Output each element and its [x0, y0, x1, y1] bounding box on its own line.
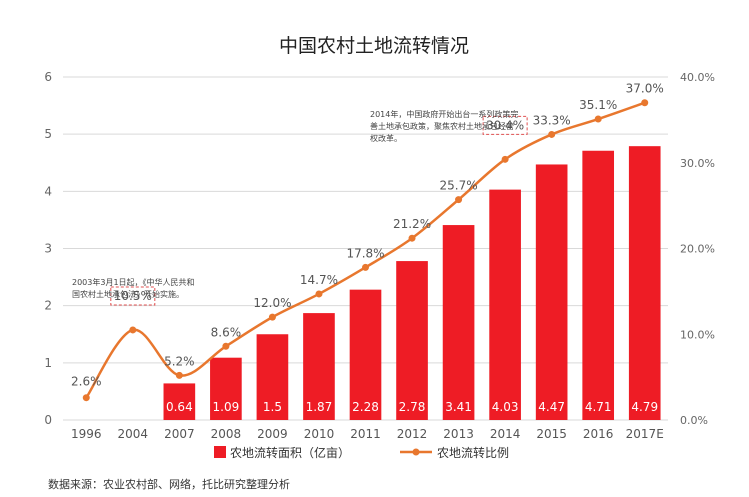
- highlight-box: [482, 115, 528, 135]
- line-value-label: 33.3%: [533, 113, 571, 127]
- line-point: [594, 115, 602, 123]
- bar-value-label: 4.03: [492, 400, 519, 414]
- source-note: 数据来源：农业农村部、网络，托比研究整理分析: [48, 478, 290, 491]
- line-value-label: 5.2%: [164, 354, 195, 368]
- x-tick-label: 2014: [490, 427, 521, 441]
- line-point: [501, 155, 509, 163]
- x-tick-label: 2013: [443, 427, 474, 441]
- legend: 农地流转面积（亿亩） 农地流转比例: [214, 445, 509, 460]
- line-value-label: 14.7%: [300, 273, 338, 287]
- right-tick-label: 0.0%: [680, 414, 708, 427]
- right-tick-label: 40.0%: [680, 71, 715, 84]
- bar-value-label: 4.47: [538, 400, 565, 414]
- line-value-label: 30.4%: [486, 118, 524, 132]
- line-point: [362, 263, 369, 271]
- bar: [349, 289, 382, 420]
- left-tick-label: 5: [44, 127, 52, 141]
- line-value-label: 8.6%: [211, 325, 242, 339]
- x-tick-label: 2016: [583, 427, 614, 441]
- line-value-label: 25.7%: [440, 179, 478, 193]
- line-value-label: 37.0%: [626, 82, 664, 96]
- right-tick-label: 10.0%: [680, 328, 715, 341]
- bar: [396, 261, 428, 420]
- legend-line-marker: [412, 448, 420, 456]
- x-tick-label: 1996: [71, 427, 102, 441]
- line-value-label: 12.0%: [253, 296, 291, 310]
- line-point: [129, 326, 137, 334]
- bar: [163, 383, 196, 420]
- x-axis: 1996 2004 2007 2008 2009 2010 2011 2012 2013 2014…: [71, 427, 664, 441]
- bar-value-label: 1.87: [306, 400, 333, 414]
- left-axis: 0 1 2 3 4 5 6: [44, 70, 52, 427]
- left-tick-label: 2: [44, 299, 52, 313]
- bar: [256, 334, 289, 420]
- x-tick-label: 2007: [164, 427, 195, 441]
- left-tick-label: 0: [44, 413, 52, 427]
- bar-series: [163, 146, 661, 420]
- bar-value-label: 4.79: [631, 400, 658, 414]
- legend-line-label: 农地流转比例: [437, 445, 509, 460]
- bar: [535, 164, 568, 420]
- bar-value-label: 2.78: [399, 400, 426, 414]
- bar-value-label: 1.5: [263, 400, 282, 414]
- line-labels: 2.6% 10.5% 5.2% 8.6% 12.0% 14.7% 17.8% 21.2% 25.…: [71, 82, 664, 389]
- line-point: [315, 290, 323, 298]
- bar-value-label: 1.09: [213, 400, 240, 414]
- bar: [303, 313, 335, 420]
- bar-labels: 0.64 1.09 1.5 1.87 2.28 2.78 3.41 4.03 4.47 4.71 4…: [166, 400, 658, 414]
- left-tick-label: 1: [44, 356, 52, 370]
- legend-bar-label: 农地流转面积（亿亩）: [230, 445, 350, 460]
- x-tick-label: 2008: [211, 427, 242, 441]
- line-value-label: 17.8%: [346, 246, 384, 260]
- bar: [628, 146, 661, 420]
- line-point: [222, 342, 230, 350]
- line-value-label: 21.2%: [393, 217, 431, 231]
- line-value-label: 35.1%: [579, 98, 617, 112]
- annotation-text: 2014年，中国政府开始出台一系列政策完善土地承包政策，聚焦农村土地承包经营权改…: [370, 109, 518, 143]
- line-point: [548, 130, 556, 138]
- x-tick-label: 2017E: [626, 427, 664, 441]
- x-tick-label: 2012: [397, 427, 428, 441]
- bar: [582, 150, 615, 420]
- x-tick-label: 2010: [304, 427, 335, 441]
- left-tick-label: 3: [44, 242, 52, 256]
- bar: [442, 225, 475, 420]
- line-value-label: 10.5%: [114, 289, 152, 303]
- line-series: [82, 99, 649, 402]
- line-point: [175, 371, 183, 379]
- bar-value-label: 4.71: [585, 400, 612, 414]
- legend-bar-swatch: [214, 446, 226, 458]
- bar-value-label: 0.64: [166, 400, 193, 414]
- line-point: [82, 394, 90, 402]
- x-tick-label: 2015: [536, 427, 567, 441]
- bar: [210, 357, 242, 420]
- bar-value-label: 2.28: [352, 400, 379, 414]
- bar-value-label: 3.41: [445, 400, 472, 414]
- annotations: 2003年3月1日起，《中华人民共和国农村土地承包法》开始实施。 2014年，中国…: [72, 109, 518, 299]
- chart-title: 中国农村土地流转情况: [279, 35, 469, 57]
- right-tick-label: 30.0%: [680, 157, 715, 170]
- x-tick-label: 2009: [257, 427, 288, 441]
- line-point: [455, 196, 463, 204]
- right-tick-label: 20.0%: [680, 243, 715, 256]
- bar: [489, 189, 521, 420]
- highlight-box: [110, 286, 156, 306]
- right-axis: 0.0% 10.0% 20.0% 30.0% 40.0%: [680, 71, 715, 427]
- left-tick-label: 4: [44, 184, 52, 198]
- x-tick-label: 2011: [350, 427, 381, 441]
- left-tick-label: 6: [44, 70, 52, 84]
- line-point: [408, 234, 416, 242]
- line-point: [641, 99, 649, 107]
- line-value-label: 2.6%: [71, 375, 102, 389]
- line-point: [268, 313, 276, 321]
- annotation-text: 2003年3月1日起，《中华人民共和国农村土地承包法》开始实施。: [72, 277, 195, 299]
- x-tick-label: 2004: [118, 427, 149, 441]
